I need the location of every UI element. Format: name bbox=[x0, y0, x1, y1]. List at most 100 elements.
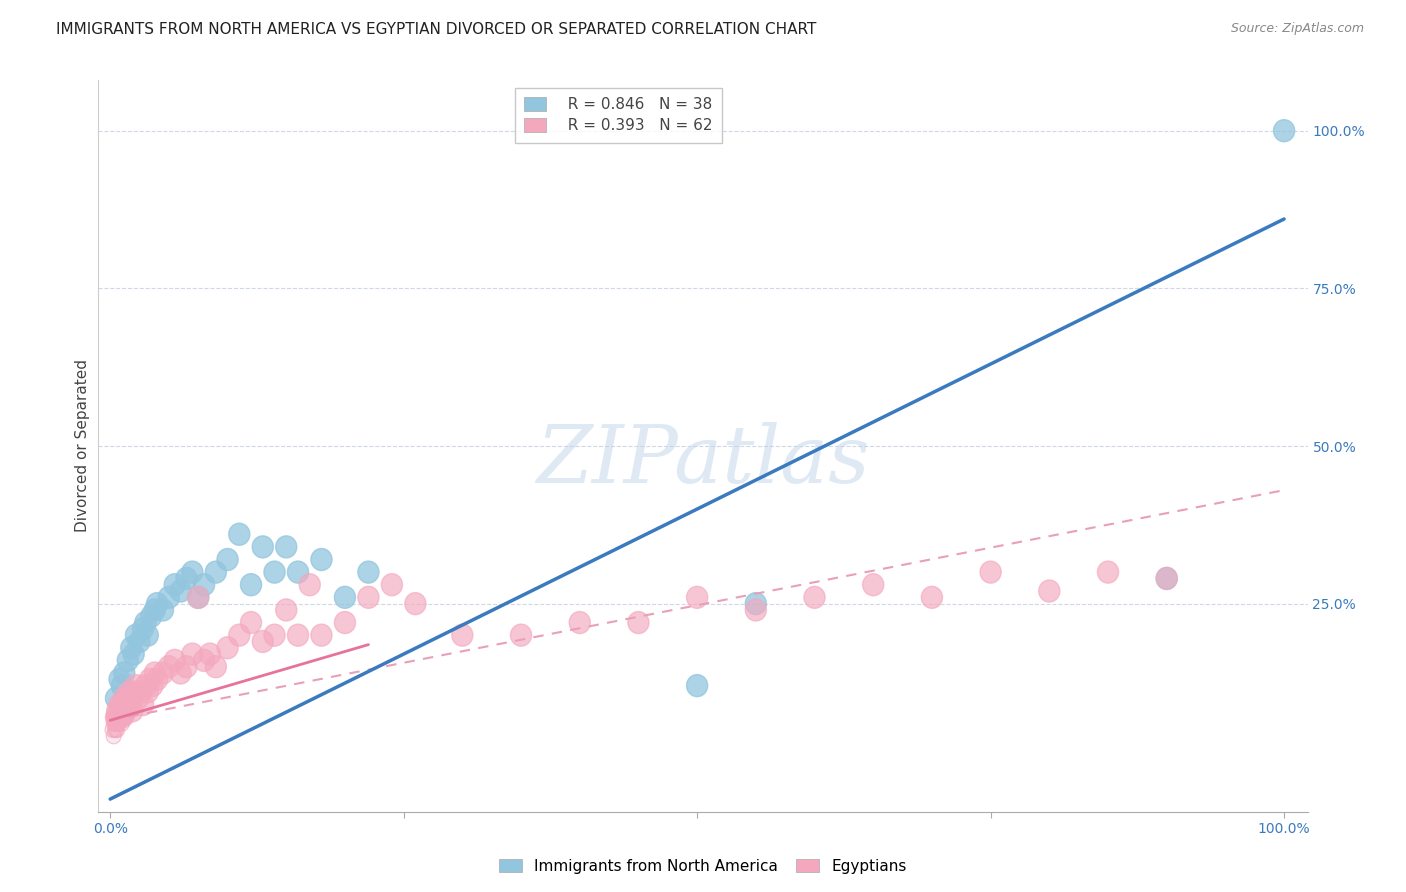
Ellipse shape bbox=[159, 656, 180, 678]
Ellipse shape bbox=[863, 574, 884, 596]
Ellipse shape bbox=[122, 700, 143, 722]
Ellipse shape bbox=[287, 561, 308, 583]
Ellipse shape bbox=[114, 709, 129, 725]
Ellipse shape bbox=[114, 687, 135, 709]
Ellipse shape bbox=[120, 709, 134, 725]
Ellipse shape bbox=[980, 561, 1001, 583]
Ellipse shape bbox=[117, 687, 138, 709]
Ellipse shape bbox=[135, 674, 156, 697]
Ellipse shape bbox=[745, 599, 766, 621]
Ellipse shape bbox=[141, 605, 162, 627]
Ellipse shape bbox=[110, 722, 125, 738]
Ellipse shape bbox=[311, 624, 332, 646]
Ellipse shape bbox=[114, 697, 129, 712]
Ellipse shape bbox=[111, 706, 132, 728]
Y-axis label: Divorced or Separated: Divorced or Separated bbox=[75, 359, 90, 533]
Ellipse shape bbox=[111, 709, 125, 725]
Ellipse shape bbox=[114, 662, 135, 684]
Ellipse shape bbox=[152, 599, 173, 621]
Ellipse shape bbox=[165, 574, 186, 596]
Ellipse shape bbox=[287, 624, 308, 646]
Ellipse shape bbox=[114, 703, 128, 719]
Ellipse shape bbox=[146, 592, 167, 615]
Ellipse shape bbox=[115, 697, 131, 712]
Ellipse shape bbox=[128, 687, 149, 709]
Ellipse shape bbox=[125, 674, 146, 697]
Ellipse shape bbox=[1098, 561, 1119, 583]
Ellipse shape bbox=[205, 656, 226, 678]
Ellipse shape bbox=[299, 574, 321, 596]
Ellipse shape bbox=[105, 706, 127, 728]
Ellipse shape bbox=[107, 709, 122, 725]
Ellipse shape bbox=[115, 700, 136, 722]
Ellipse shape bbox=[335, 586, 356, 608]
Ellipse shape bbox=[135, 612, 156, 633]
Ellipse shape bbox=[117, 697, 132, 712]
Ellipse shape bbox=[120, 693, 141, 715]
Ellipse shape bbox=[217, 637, 238, 659]
Ellipse shape bbox=[804, 586, 825, 608]
Ellipse shape bbox=[108, 703, 124, 719]
Ellipse shape bbox=[114, 703, 129, 719]
Ellipse shape bbox=[181, 643, 202, 665]
Ellipse shape bbox=[229, 524, 250, 545]
Ellipse shape bbox=[510, 624, 531, 646]
Ellipse shape bbox=[181, 561, 202, 583]
Ellipse shape bbox=[138, 624, 159, 646]
Ellipse shape bbox=[276, 599, 297, 621]
Legend: Immigrants from North America, Egyptians: Immigrants from North America, Egyptians bbox=[494, 853, 912, 880]
Ellipse shape bbox=[176, 567, 197, 590]
Ellipse shape bbox=[921, 586, 942, 608]
Ellipse shape bbox=[138, 681, 159, 703]
Ellipse shape bbox=[118, 709, 132, 725]
Ellipse shape bbox=[110, 715, 125, 731]
Ellipse shape bbox=[569, 612, 591, 633]
Ellipse shape bbox=[107, 715, 122, 731]
Ellipse shape bbox=[451, 624, 472, 646]
Ellipse shape bbox=[108, 709, 124, 725]
Ellipse shape bbox=[359, 586, 380, 608]
Ellipse shape bbox=[131, 681, 152, 703]
Ellipse shape bbox=[359, 561, 380, 583]
Ellipse shape bbox=[170, 580, 191, 602]
Ellipse shape bbox=[125, 624, 146, 646]
Ellipse shape bbox=[115, 709, 131, 725]
Ellipse shape bbox=[159, 586, 180, 608]
Ellipse shape bbox=[165, 649, 186, 672]
Ellipse shape bbox=[121, 637, 142, 659]
Ellipse shape bbox=[1039, 580, 1060, 602]
Ellipse shape bbox=[217, 549, 238, 571]
Ellipse shape bbox=[124, 681, 145, 703]
Ellipse shape bbox=[686, 586, 707, 608]
Text: ZIPatlas: ZIPatlas bbox=[536, 422, 870, 500]
Ellipse shape bbox=[264, 624, 285, 646]
Ellipse shape bbox=[112, 703, 127, 719]
Ellipse shape bbox=[146, 668, 167, 690]
Ellipse shape bbox=[110, 709, 125, 725]
Ellipse shape bbox=[114, 715, 129, 731]
Ellipse shape bbox=[107, 722, 122, 738]
Ellipse shape bbox=[145, 599, 166, 621]
Ellipse shape bbox=[107, 700, 128, 722]
Ellipse shape bbox=[187, 586, 208, 608]
Ellipse shape bbox=[117, 703, 132, 719]
Text: IMMIGRANTS FROM NORTH AMERICA VS EGYPTIAN DIVORCED OR SEPARATED CORRELATION CHAR: IMMIGRANTS FROM NORTH AMERICA VS EGYPTIA… bbox=[56, 22, 817, 37]
Ellipse shape bbox=[194, 649, 215, 672]
Ellipse shape bbox=[111, 715, 125, 731]
Ellipse shape bbox=[112, 709, 127, 725]
Ellipse shape bbox=[111, 703, 125, 719]
Ellipse shape bbox=[117, 649, 138, 672]
Ellipse shape bbox=[107, 709, 121, 725]
Ellipse shape bbox=[170, 662, 191, 684]
Ellipse shape bbox=[110, 668, 131, 690]
Ellipse shape bbox=[110, 693, 131, 715]
Ellipse shape bbox=[114, 709, 128, 725]
Ellipse shape bbox=[745, 592, 766, 615]
Ellipse shape bbox=[145, 662, 166, 684]
Ellipse shape bbox=[118, 703, 132, 719]
Ellipse shape bbox=[111, 674, 132, 697]
Ellipse shape bbox=[117, 709, 132, 725]
Ellipse shape bbox=[110, 700, 131, 722]
Ellipse shape bbox=[405, 592, 426, 615]
Ellipse shape bbox=[118, 681, 139, 703]
